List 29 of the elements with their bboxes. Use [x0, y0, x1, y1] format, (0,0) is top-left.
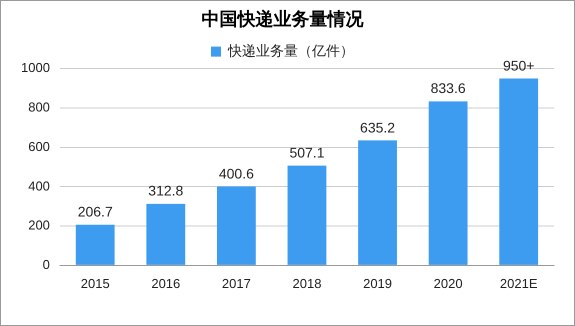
bar: [288, 166, 326, 265]
data-label: 833.6: [430, 80, 466, 96]
x-tick-label: 2018: [292, 276, 322, 291]
bar: [216, 186, 256, 265]
bar: [76, 224, 115, 265]
y-tick-label: 1000: [21, 60, 50, 76]
bar: [499, 78, 538, 265]
data-label: 206.7: [78, 204, 113, 220]
y-tick-label: 0: [42, 256, 50, 272]
x-tick-label: 2019: [363, 276, 392, 291]
x-tick-label: 2017: [222, 276, 251, 291]
bar: [428, 101, 468, 265]
data-label: 312.8: [148, 182, 184, 199]
data-label: 507.1: [289, 144, 325, 160]
data-label: 635.2: [360, 119, 396, 136]
bar: [146, 204, 186, 265]
x-tick-label: 2016: [151, 276, 180, 291]
x-tick-label: 2015: [80, 276, 110, 291]
data-label: 950+: [502, 57, 534, 74]
y-tick-label: 600: [28, 138, 50, 154]
y-tick-label: 800: [28, 100, 50, 115]
x-tick-label: 2021E: [500, 276, 538, 291]
x-tick-label: 2020: [434, 276, 463, 291]
legend-label: 快递业务量（亿件）: [227, 42, 354, 58]
y-tick-label: 200: [28, 218, 50, 233]
data-label: 400.6: [218, 165, 254, 182]
chart-title: 中国快递业务量情况: [202, 8, 364, 29]
y-tick-label: 400: [28, 178, 50, 194]
bar: [358, 140, 397, 265]
